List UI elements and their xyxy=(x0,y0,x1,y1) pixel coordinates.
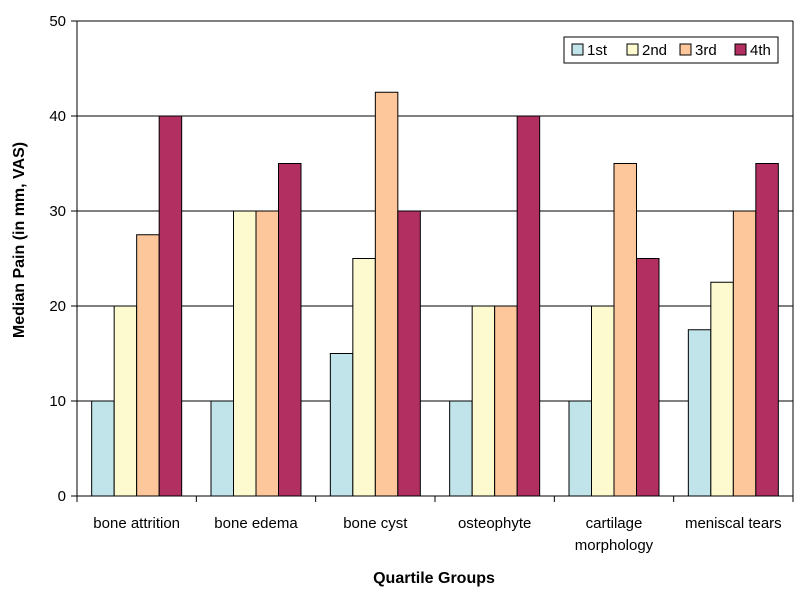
bar-4th-4 xyxy=(636,258,660,497)
bar-2nd-4 xyxy=(591,305,615,497)
bar-4th-5 xyxy=(755,163,779,497)
x-category-labels: bone attrition bone edema bone cyst osteoph… xyxy=(93,515,781,554)
y-tick-labels: 0 10 20 30 40 50 xyxy=(49,13,66,505)
bar-2nd-1 xyxy=(233,210,257,497)
x-category-label: meniscal tears xyxy=(685,515,782,532)
bar-2nd-5 xyxy=(710,281,734,497)
axes xyxy=(76,21,794,502)
bar-4th-1 xyxy=(278,163,302,497)
y-tick-label: 0 xyxy=(58,488,66,505)
bars xyxy=(91,91,779,497)
legend-label-2nd: 2nd xyxy=(642,42,667,59)
legend-swatch-4th xyxy=(734,43,747,56)
bar-3rd-2 xyxy=(374,91,399,497)
bar-3rd-1 xyxy=(255,210,279,497)
bar-3rd-0 xyxy=(136,234,160,497)
x-category-label: bone attrition xyxy=(93,515,180,532)
legend-swatch-1st xyxy=(571,43,584,56)
y-axis-title: Median Pain (in mm, VAS) xyxy=(11,142,28,338)
bar-4th-0 xyxy=(158,115,183,497)
y-tick-label: 40 xyxy=(49,108,66,125)
legend-swatch-2nd xyxy=(626,43,639,56)
bar-1st-1 xyxy=(210,400,234,497)
bar-1st-0 xyxy=(91,400,115,497)
legend-label-1st: 1st xyxy=(587,42,608,59)
legend-swatch-3rd xyxy=(679,43,692,56)
bar-2nd-2 xyxy=(352,258,376,497)
legend: 1st 2nd 3rd 4th xyxy=(563,36,779,64)
bar-3rd-3 xyxy=(494,305,518,497)
x-category-label: bone cyst xyxy=(343,515,408,532)
gridlines xyxy=(71,20,793,497)
x-category-label: bone edema xyxy=(214,515,298,532)
bar-1st-4 xyxy=(568,400,592,497)
y-tick-label: 20 xyxy=(49,298,66,315)
x-axis-title: Quartile Groups xyxy=(373,570,495,587)
bar-3rd-4 xyxy=(613,163,637,497)
bar-4th-3 xyxy=(516,115,541,497)
x-category-label: cartilage morphology xyxy=(575,515,654,554)
x-category-label: osteophyte xyxy=(458,515,531,532)
y-tick-label: 50 xyxy=(49,13,66,30)
bar-3rd-5 xyxy=(732,210,757,497)
legend-label-4th: 4th xyxy=(750,42,771,59)
y-tick-label: 10 xyxy=(49,393,66,410)
bar-2nd-3 xyxy=(471,305,496,497)
bar-1st-5 xyxy=(687,329,712,497)
bar-4th-2 xyxy=(397,210,421,497)
legend-label-3rd: 3rd xyxy=(695,42,717,59)
y-tick-label: 30 xyxy=(49,203,66,220)
bar-1st-3 xyxy=(449,400,473,497)
bar-2nd-0 xyxy=(113,305,138,497)
bar-1st-2 xyxy=(329,353,354,497)
